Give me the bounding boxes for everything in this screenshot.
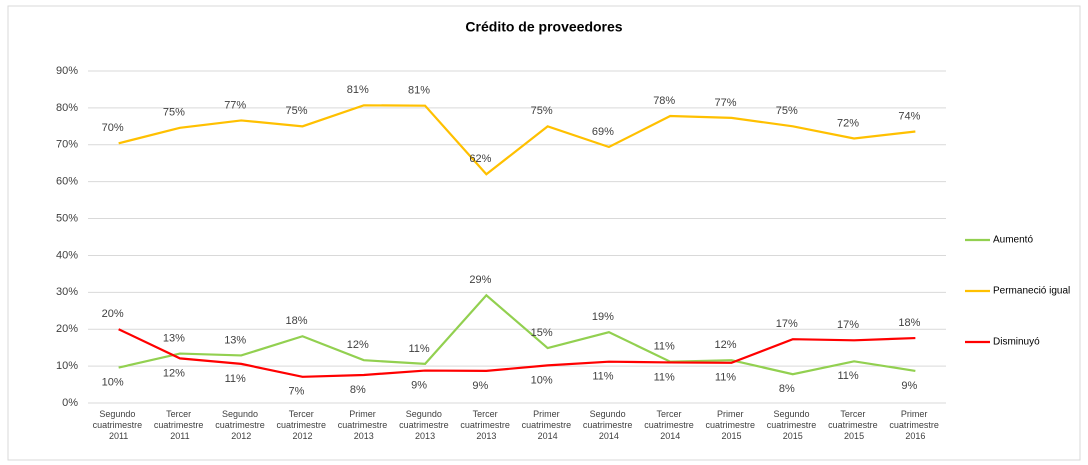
y-tick-label: 80% xyxy=(56,102,78,114)
data-label: 11% xyxy=(225,373,246,385)
x-tick-label: Segundo cuatrimestre 2014 xyxy=(583,409,635,441)
data-label: 11% xyxy=(715,372,736,384)
data-label: 12% xyxy=(163,367,185,379)
data-label: 11% xyxy=(408,343,429,355)
data-label: 11% xyxy=(654,341,675,353)
y-tick-label: 30% xyxy=(56,286,78,298)
data-label: 12% xyxy=(347,339,369,351)
data-label: 29% xyxy=(469,274,491,286)
data-label: 9% xyxy=(411,379,427,391)
series-line xyxy=(118,293,916,376)
data-label: 12% xyxy=(714,339,736,351)
y-tick-label: 20% xyxy=(56,323,78,335)
chart-border xyxy=(7,5,1081,461)
x-tick-label: Tercer cuatrimestre 2011 xyxy=(154,409,206,441)
x-tick-label: Segundo cuatrimestre 2013 xyxy=(399,409,451,441)
data-label: 20% xyxy=(102,308,124,320)
chart-title: Crédito de proveedores xyxy=(465,19,622,35)
x-tick-label: Primer cuatrimestre 2015 xyxy=(705,409,757,441)
data-label: 10% xyxy=(102,376,124,388)
data-label: 70% xyxy=(102,122,124,134)
data-label: 77% xyxy=(714,97,736,109)
data-label: 7% xyxy=(289,386,305,398)
series-line xyxy=(118,104,916,176)
data-label: 8% xyxy=(350,384,366,396)
legend-label: Aumentó xyxy=(993,235,1033,246)
x-tick-label: Segundo cuatrimestre 2012 xyxy=(215,409,267,441)
data-label: 75% xyxy=(285,105,307,117)
data-label: 11% xyxy=(592,371,613,383)
data-label: 75% xyxy=(776,105,798,117)
x-tick-label: Segundo cuatrimestre 2011 xyxy=(93,409,145,441)
y-tick-label: 40% xyxy=(56,249,78,261)
y-tick-label: 60% xyxy=(56,176,78,188)
data-label: 10% xyxy=(531,374,553,386)
y-tick-label: 70% xyxy=(56,139,78,151)
data-label: 17% xyxy=(776,318,798,330)
data-label: 69% xyxy=(592,126,614,138)
y-tick-label: 10% xyxy=(56,360,78,372)
data-label: 72% xyxy=(837,117,859,129)
data-label: 62% xyxy=(469,153,491,165)
data-label: 75% xyxy=(163,107,185,119)
legend-label: Permaneció igual xyxy=(993,286,1070,297)
data-label: 18% xyxy=(898,317,920,329)
x-tick-label: Segundo cuatrimestre 2015 xyxy=(767,409,819,441)
data-label: 19% xyxy=(592,311,614,323)
data-label: 11% xyxy=(654,371,675,383)
data-label: 18% xyxy=(285,315,307,327)
x-tick-label: Tercer cuatrimestre 2014 xyxy=(644,409,696,441)
data-label: 81% xyxy=(408,85,430,97)
y-tick-label: 50% xyxy=(56,212,78,224)
data-label: 9% xyxy=(901,380,917,392)
data-label: 13% xyxy=(224,334,246,346)
data-label: 11% xyxy=(837,370,858,382)
x-tick-label: Primer cuatrimestre 2016 xyxy=(889,409,941,441)
x-tick-label: Tercer cuatrimestre 2015 xyxy=(828,409,880,441)
data-label: 81% xyxy=(347,84,369,96)
x-tick-label: Primer cuatrimestre 2013 xyxy=(338,409,390,441)
data-label: 15% xyxy=(531,327,553,339)
series-line xyxy=(118,328,916,378)
data-label: 9% xyxy=(472,380,488,392)
x-tick-label: Tercer cuatrimestre 2012 xyxy=(276,409,328,441)
data-label: 8% xyxy=(779,383,795,395)
data-label: 17% xyxy=(837,319,859,331)
legend-label: Disminuyó xyxy=(993,337,1040,348)
data-label: 77% xyxy=(224,99,246,111)
data-label: 75% xyxy=(531,105,553,117)
x-tick-label: Tercer cuatrimestre 2013 xyxy=(460,409,512,441)
y-tick-label: 90% xyxy=(56,65,78,77)
data-label: 78% xyxy=(653,95,675,107)
data-label: 13% xyxy=(163,332,185,344)
y-tick-label: 0% xyxy=(62,397,78,409)
x-tick-label: Primer cuatrimestre 2014 xyxy=(522,409,574,441)
data-label: 74% xyxy=(898,110,920,122)
